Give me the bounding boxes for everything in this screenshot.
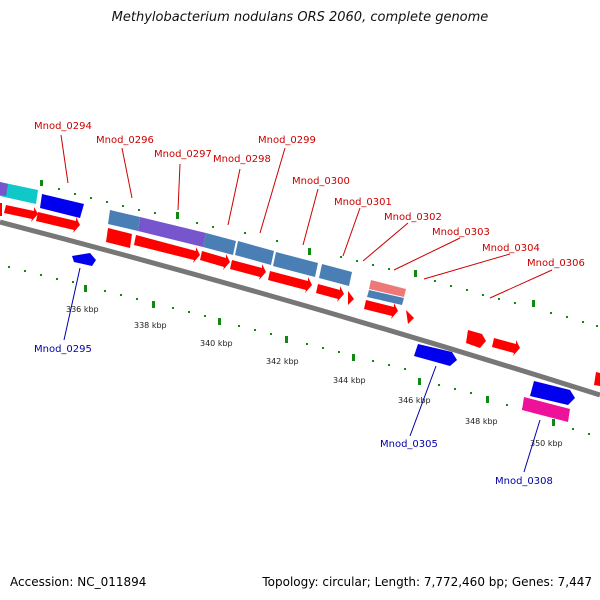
gene-blue-0294[interactable] bbox=[40, 194, 84, 218]
gene-purple-left[interactable] bbox=[0, 182, 8, 196]
accession-text: Accession: NC_011894 bbox=[10, 575, 147, 589]
gene-red-o[interactable] bbox=[594, 372, 600, 386]
gene-red-a[interactable] bbox=[0, 203, 2, 216]
gene-red-d[interactable] bbox=[106, 228, 132, 248]
gene-purple-0297[interactable] bbox=[138, 217, 206, 247]
inner-tick-track bbox=[8, 266, 590, 435]
gene-label: Mnod_0301 bbox=[334, 197, 392, 208]
gene-cyan[interactable] bbox=[0, 182, 38, 204]
kbp-label: 346 kbp bbox=[398, 396, 431, 405]
gene-label: Mnod_0302 bbox=[384, 212, 442, 223]
gene-red-g[interactable] bbox=[230, 260, 266, 280]
gene-steelblue-0301[interactable] bbox=[319, 264, 352, 286]
gene-red-m[interactable] bbox=[466, 330, 486, 348]
kbp-label: 340 kbp bbox=[200, 339, 233, 348]
outer-tick-track bbox=[40, 180, 598, 327]
gene-blue-0305[interactable] bbox=[414, 344, 457, 366]
gene-label: Mnod_0304 bbox=[482, 243, 540, 254]
gene-red-i[interactable] bbox=[316, 284, 344, 302]
gene-steelblue-0299[interactable] bbox=[235, 241, 274, 265]
kbp-label: 348 kbp bbox=[465, 417, 498, 426]
gene-red-b[interactable] bbox=[4, 205, 38, 222]
kbp-label: 350 kbp bbox=[530, 439, 563, 448]
gene-red-l[interactable] bbox=[406, 310, 414, 324]
gene-salmon-0303[interactable] bbox=[369, 280, 406, 297]
outer-gene-labels: Mnod_0294 Mnod_0296 Mnod_0297 Mnod_0298 … bbox=[34, 121, 585, 269]
gene-red-n[interactable] bbox=[492, 338, 520, 356]
gene-label: Mnod_0300 bbox=[292, 176, 350, 187]
gene-red-j[interactable] bbox=[348, 291, 354, 305]
topology-text: Topology: circular; Length: 7,772,460 bp… bbox=[262, 575, 592, 589]
gene-label: Mnod_0299 bbox=[258, 135, 316, 146]
kbp-label: 342 kbp bbox=[266, 357, 299, 366]
gene-steelblue-0300[interactable] bbox=[273, 252, 318, 277]
gene-red-h[interactable] bbox=[268, 271, 312, 293]
gene-label: Mnod_0295 bbox=[34, 344, 92, 355]
inner-gene-labels: Mnod_0295 Mnod_0305 Mnod_0308 bbox=[34, 344, 553, 487]
gene-label: Mnod_0306 bbox=[527, 258, 585, 269]
gene-label: Mnod_0297 bbox=[154, 149, 212, 160]
gene-steelblue-0296[interactable] bbox=[108, 210, 140, 231]
inner-leader-lines bbox=[63, 267, 541, 473]
reverse-strand-track bbox=[72, 253, 575, 422]
gene-label: Mnod_0294 bbox=[34, 121, 92, 132]
outer-leader-lines bbox=[60, 134, 553, 299]
gene-label: Mnod_0296 bbox=[96, 135, 154, 146]
map-title: Methylobacterium nodulans ORS 2060, comp… bbox=[111, 10, 489, 25]
gene-blue-0308b[interactable] bbox=[530, 381, 575, 405]
upper-feature-track bbox=[0, 182, 406, 305]
gene-red-k[interactable] bbox=[364, 300, 398, 319]
gene-pink-0308[interactable] bbox=[522, 397, 570, 422]
gene-label: Mnod_0305 bbox=[380, 439, 438, 450]
genome-backbone bbox=[0, 219, 600, 398]
forward-strand-track bbox=[0, 203, 600, 386]
gene-steelblue-0303b[interactable] bbox=[367, 290, 404, 305]
gene-blue-0295[interactable] bbox=[72, 253, 96, 266]
gene-label: Mnod_0298 bbox=[213, 154, 271, 165]
gene-label: Mnod_0308 bbox=[495, 476, 553, 487]
kbp-label: 338 kbp bbox=[134, 321, 167, 330]
kbp-label: 344 kbp bbox=[333, 376, 366, 385]
gene-red-f[interactable] bbox=[200, 251, 230, 270]
gene-red-e[interactable] bbox=[134, 235, 200, 263]
gene-steelblue-0298[interactable] bbox=[203, 233, 236, 255]
gene-label: Mnod_0303 bbox=[432, 227, 490, 238]
kbp-label: 336 kbp bbox=[66, 305, 99, 314]
gene-red-c[interactable] bbox=[36, 212, 80, 233]
position-labels: 336 kbp 338 kbp 340 kbp 342 kbp 344 kbp … bbox=[66, 305, 563, 448]
